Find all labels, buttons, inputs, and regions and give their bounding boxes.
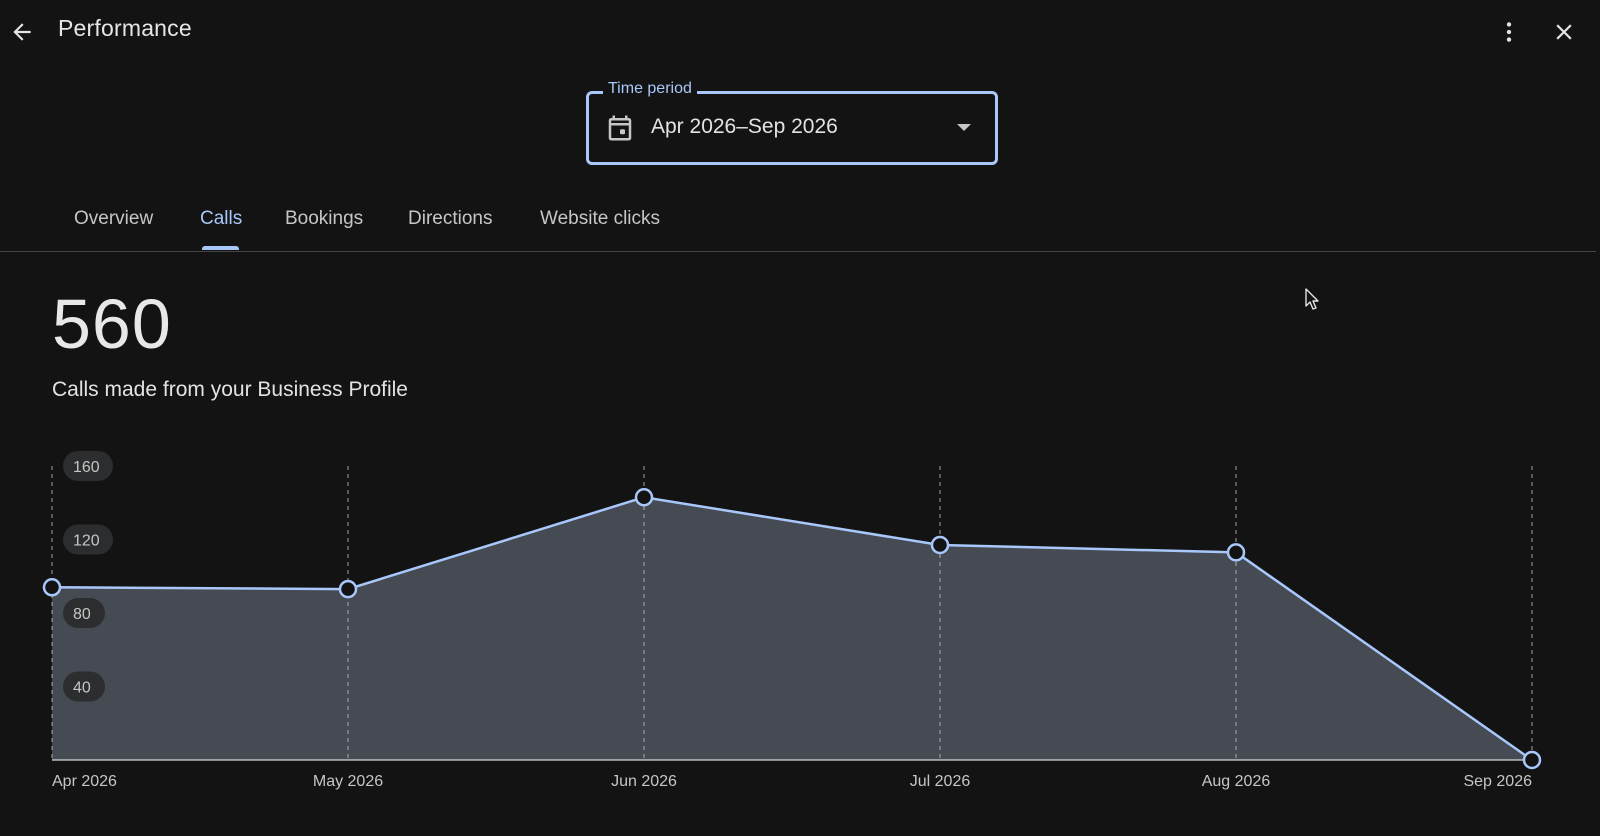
tab-calls[interactable]: Calls <box>200 208 243 229</box>
chevron-down-icon <box>957 124 971 131</box>
y-tick-label: 120 <box>73 533 100 550</box>
y-tick-pill <box>63 524 113 555</box>
x-tick-label: Apr 2026 <box>52 773 117 790</box>
more-vert-icon <box>1506 22 1512 42</box>
data-point[interactable] <box>930 535 950 555</box>
tab-website-clicks[interactable]: Website clicks <box>540 208 661 229</box>
back-button[interactable] <box>4 14 40 50</box>
y-tick-label: 80 <box>73 606 91 623</box>
data-point[interactable] <box>1226 543 1246 562</box>
data-point[interactable] <box>634 487 654 507</box>
more-options-button[interactable] <box>1491 14 1527 50</box>
mouse-cursor-icon <box>1305 288 1319 310</box>
x-tick-label: Sep 2026 <box>1463 773 1532 790</box>
y-tick-pill <box>63 451 113 481</box>
x-tick-label: Jul 2026 <box>910 773 971 790</box>
close-icon <box>1556 24 1572 40</box>
y-tick-label: 40 <box>73 680 91 697</box>
calls-chart: 40 80 120 160 Apr 2026 May 2026 Jun 2026 Jul 20… <box>42 451 1542 790</box>
close-button[interactable] <box>1546 14 1582 50</box>
page-title: Performance <box>58 15 192 41</box>
active-tab-indicator <box>202 246 239 250</box>
arrow-back-icon <box>13 23 31 41</box>
area-fill <box>52 497 1532 760</box>
top-bar: Performance <box>0 0 1600 64</box>
y-tick-label: 160 <box>73 459 100 476</box>
metric-value: 560 <box>52 285 172 363</box>
data-point[interactable] <box>42 578 62 597</box>
data-point[interactable] <box>338 579 358 599</box>
y-tick-pill <box>63 598 105 628</box>
data-point[interactable] <box>1522 750 1542 770</box>
tab-directions[interactable]: Directions <box>408 208 493 229</box>
time-period-select[interactable]: Time period Apr 2026–Sep 2026 <box>586 80 998 165</box>
tab-overview[interactable]: Overview <box>74 208 154 229</box>
calendar-icon <box>608 115 632 141</box>
metric-description: Calls made from your Business Profile <box>52 378 408 401</box>
tab-bookings[interactable]: Bookings <box>285 208 364 229</box>
series-line <box>51 495 1533 762</box>
time-period-label: Time period <box>603 80 697 98</box>
x-tick-label: May 2026 <box>313 773 383 790</box>
tab-bar: Overview Calls Bookings Directions Websi… <box>0 196 1596 252</box>
time-period-value: Apr 2026–Sep 2026 <box>651 115 838 138</box>
y-tick-pill <box>63 671 105 702</box>
x-tick-label: Aug 2026 <box>1202 773 1271 790</box>
x-tick-label: Jun 2026 <box>611 773 677 790</box>
